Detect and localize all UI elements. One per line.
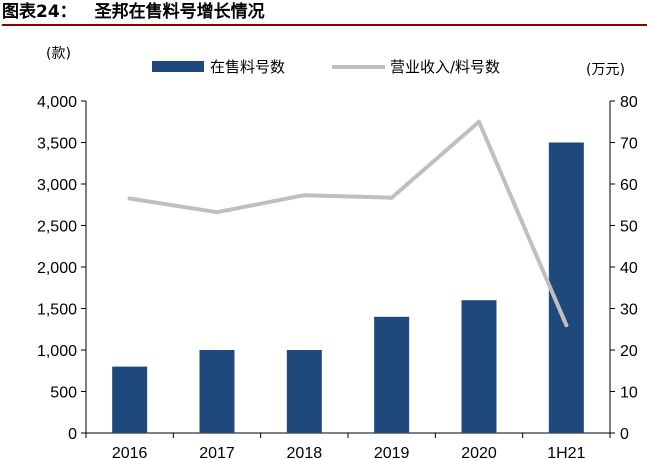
left-axis-unit: (款) bbox=[46, 46, 71, 62]
left-tick-label: 2,000 bbox=[37, 260, 77, 277]
x-tick-label: 2016 bbox=[112, 445, 148, 459]
right-tick-label: 20 bbox=[620, 343, 638, 360]
x-axis: 2016 2017 2018 2019 2020 1H21 bbox=[85, 432, 611, 459]
left-tick-label: 500 bbox=[50, 385, 77, 402]
line-point bbox=[302, 193, 307, 198]
x-tick-label: 2020 bbox=[461, 445, 497, 459]
right-tick-label: 80 bbox=[620, 94, 638, 111]
x-tick-label: 2019 bbox=[374, 445, 410, 459]
left-tick-label: 3,500 bbox=[37, 136, 77, 153]
line-point bbox=[477, 119, 481, 124]
legend-label-bar: 在售料号数 bbox=[210, 58, 285, 76]
x-tick-label: 1H21 bbox=[547, 445, 585, 459]
right-tick-label: 70 bbox=[620, 136, 638, 153]
right-tick-label: 60 bbox=[620, 177, 638, 194]
legend: 在售料号数 营业收入/料号数 bbox=[152, 58, 500, 76]
left-tick-label: 1,000 bbox=[37, 343, 77, 360]
line-point bbox=[389, 195, 394, 200]
right-tick-label: 10 bbox=[620, 385, 638, 402]
x-tick-label: 2018 bbox=[287, 445, 323, 459]
right-axis: 0 10 20 30 40 50 60 70 80 bbox=[609, 94, 638, 443]
right-tick-label: 50 bbox=[620, 219, 638, 236]
left-tick-label: 3,000 bbox=[37, 177, 77, 194]
bar bbox=[286, 350, 322, 433]
bar-series bbox=[112, 142, 584, 433]
legend-label-line: 营业收入/料号数 bbox=[390, 58, 500, 76]
bar bbox=[199, 350, 235, 433]
right-axis-unit: (万元) bbox=[586, 62, 625, 78]
left-axis: 0 500 1,000 1,500 2,000 2,500 3,000 3,500 4,000 bbox=[37, 94, 87, 443]
figure-title-text: 圣邦在售料号增长情况 bbox=[94, 2, 265, 22]
bar bbox=[548, 142, 584, 433]
left-tick-label: 4,000 bbox=[37, 94, 77, 111]
right-tick-label: 40 bbox=[620, 260, 638, 277]
line-point bbox=[127, 196, 132, 201]
left-tick-label: 1,500 bbox=[37, 302, 77, 319]
figure-title: 图表24： 圣邦在售料号增长情况 bbox=[2, 0, 647, 26]
legend-swatch-bar bbox=[152, 61, 204, 72]
left-tick-label: 0 bbox=[68, 426, 77, 443]
line-point bbox=[564, 323, 569, 328]
right-tick-label: 0 bbox=[620, 426, 629, 443]
x-tick-label: 2017 bbox=[199, 445, 235, 459]
line-series bbox=[127, 119, 569, 328]
figure-label: 图表24： bbox=[2, 2, 77, 22]
line-path bbox=[127, 119, 569, 328]
bar bbox=[374, 316, 410, 433]
left-tick-label: 2,500 bbox=[37, 219, 77, 236]
bar bbox=[461, 300, 497, 433]
bar bbox=[112, 366, 148, 433]
line-point bbox=[215, 210, 219, 215]
right-tick-label: 30 bbox=[620, 302, 638, 319]
